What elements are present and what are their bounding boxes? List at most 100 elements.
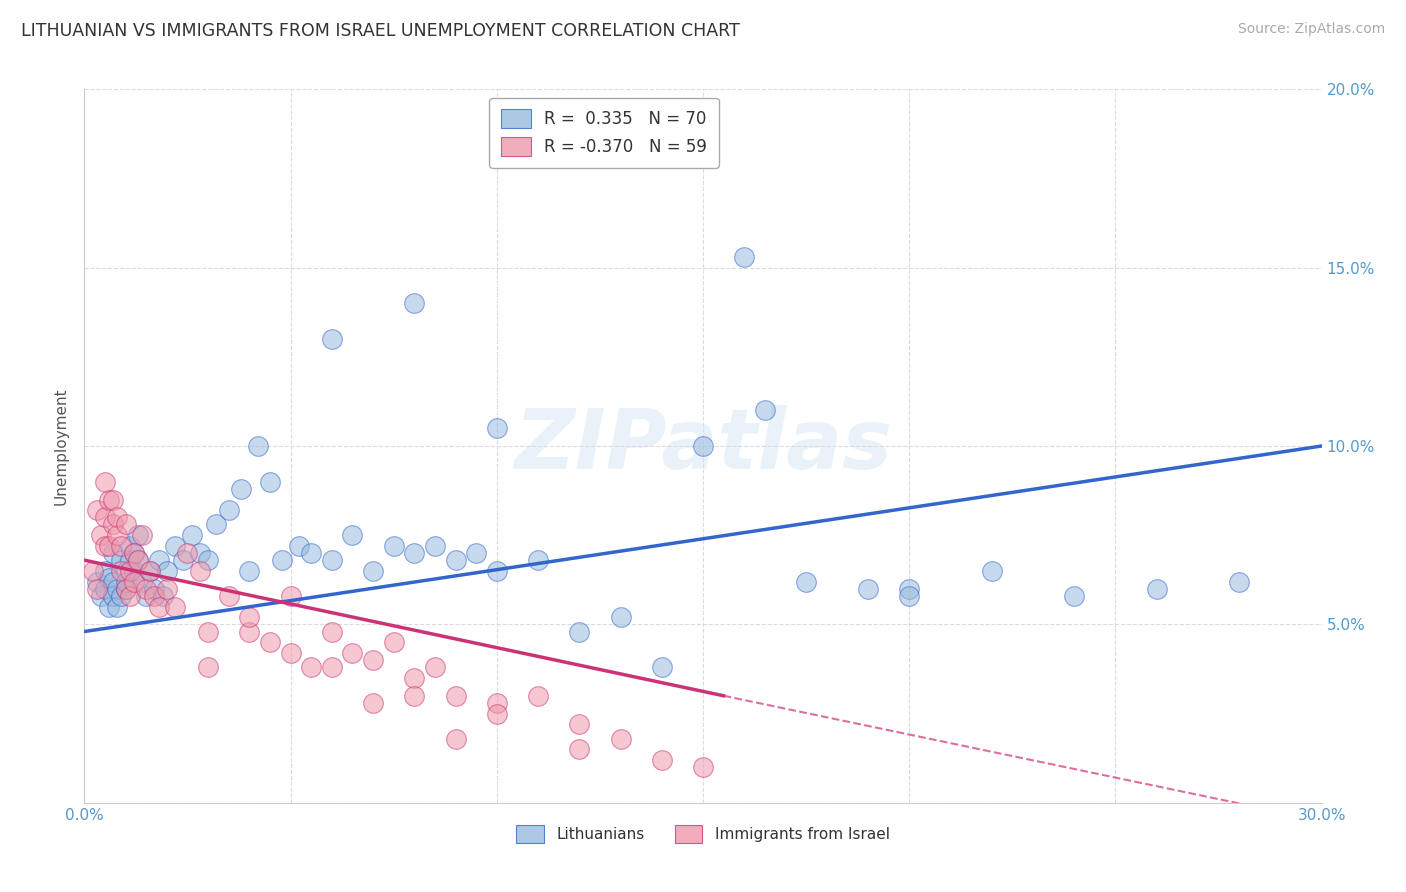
Point [94,564,117,578]
Point [423,539,446,553]
Point [94,510,117,524]
Y-axis label: Unemployment: Unemployment [53,387,69,505]
Point [485,421,508,435]
Text: ZIPatlas: ZIPatlas [515,406,891,486]
Point [114,564,136,578]
Point [131,574,153,589]
Point [382,635,405,649]
Point [103,589,125,603]
Point [754,403,776,417]
Point [98,539,121,553]
Point [148,553,170,567]
Point [527,553,550,567]
Point [1146,582,1168,596]
Point [404,546,426,560]
Point [444,553,467,567]
Point [651,660,673,674]
Point [288,539,311,553]
Point [176,546,198,560]
Point [609,731,631,746]
Point [135,589,157,603]
Point [609,610,631,624]
Point [98,599,121,614]
Point [568,624,591,639]
Point [110,553,132,567]
Point [103,546,125,560]
Point [105,528,128,542]
Point [127,553,149,567]
Point [465,546,488,560]
Point [197,624,219,639]
Point [238,564,260,578]
Point [165,599,187,614]
Point [321,553,343,567]
Point [118,564,141,578]
Point [90,528,112,542]
Point [156,582,179,596]
Point [692,439,714,453]
Point [444,731,467,746]
Point [122,564,145,578]
Point [485,706,508,721]
Point [110,589,132,603]
Point [114,574,136,589]
Point [188,546,211,560]
Point [110,564,132,578]
Point [259,635,281,649]
Point [218,503,240,517]
Legend: Lithuanians, Immigrants from Israel: Lithuanians, Immigrants from Israel [510,819,896,848]
Point [361,696,384,710]
Point [105,599,128,614]
Point [98,492,121,507]
Point [90,589,112,603]
Point [423,660,446,674]
Point [103,517,125,532]
Point [105,582,128,596]
Point [82,564,104,578]
Point [139,564,162,578]
Point [733,250,755,264]
Point [321,624,343,639]
Point [172,553,194,567]
Point [94,582,117,596]
Point [980,564,1002,578]
Point [143,582,166,596]
Point [299,546,322,560]
Point [103,574,125,589]
Point [527,689,550,703]
Point [165,539,187,553]
Point [238,624,260,639]
Point [86,503,108,517]
Point [1227,574,1250,589]
Point [1063,589,1085,603]
Point [444,689,467,703]
Point [299,660,322,674]
Point [148,599,170,614]
Point [118,589,141,603]
Point [122,546,145,560]
Point [105,510,128,524]
Point [361,564,384,578]
Point [568,717,591,731]
Point [114,582,136,596]
Point [94,539,117,553]
Point [156,564,179,578]
Point [131,528,153,542]
Point [280,646,302,660]
Point [122,574,145,589]
Point [404,671,426,685]
Point [898,589,921,603]
Point [86,574,108,589]
Point [238,610,260,624]
Point [568,742,591,756]
Text: LITHUANIAN VS IMMIGRANTS FROM ISRAEL UNEMPLOYMENT CORRELATION CHART: LITHUANIAN VS IMMIGRANTS FROM ISRAEL UNE… [21,22,740,40]
Point [361,653,384,667]
Point [280,589,302,603]
Point [110,539,132,553]
Point [692,760,714,774]
Point [127,553,149,567]
Point [246,439,269,453]
Point [103,492,125,507]
Point [135,582,157,596]
Point [382,539,405,553]
